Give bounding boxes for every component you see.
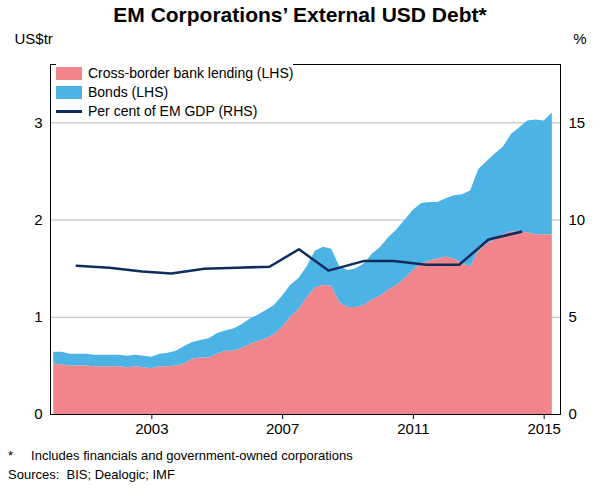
html-text:EM Corporations’ External USD: EM Corporations’ External USD Debt* [113,3,487,26]
svg-text:0: 0 [34,405,42,422]
svg-text:2007: 2007 [266,420,299,437]
svg-text:%: % [573,30,586,47]
svg-text:2015: 2015 [527,420,560,437]
html-text:Bonds (LHS): Bonds (LHS) [88,84,169,100]
html-text:Cross-border bank lending (LHS: Cross-border bank lending (LHS) [88,65,294,81]
svg-text:2011: 2011 [397,420,429,437]
svg-text:10: 10 [569,211,586,228]
svg-text:0: 0 [569,405,577,422]
svg-text:3: 3 [34,114,42,131]
html-text:Sources: BIS; Dealogic; IMF: Sources: BIS; Dealogic; IMF [8,467,175,482]
html-text:Per cent of EM GDP (RHS): Per cent of EM GDP (RHS) [88,103,258,119]
svg-text:2003: 2003 [135,420,168,437]
svg-text:US$tr: US$tr [15,30,53,47]
svg-text:1: 1 [34,308,42,325]
html-text:* Includes financials and gove: * Includes financials and government-own… [8,448,353,463]
svg-text:2: 2 [34,211,42,228]
svg-text:15: 15 [569,114,586,131]
svg-text:5: 5 [569,308,577,325]
